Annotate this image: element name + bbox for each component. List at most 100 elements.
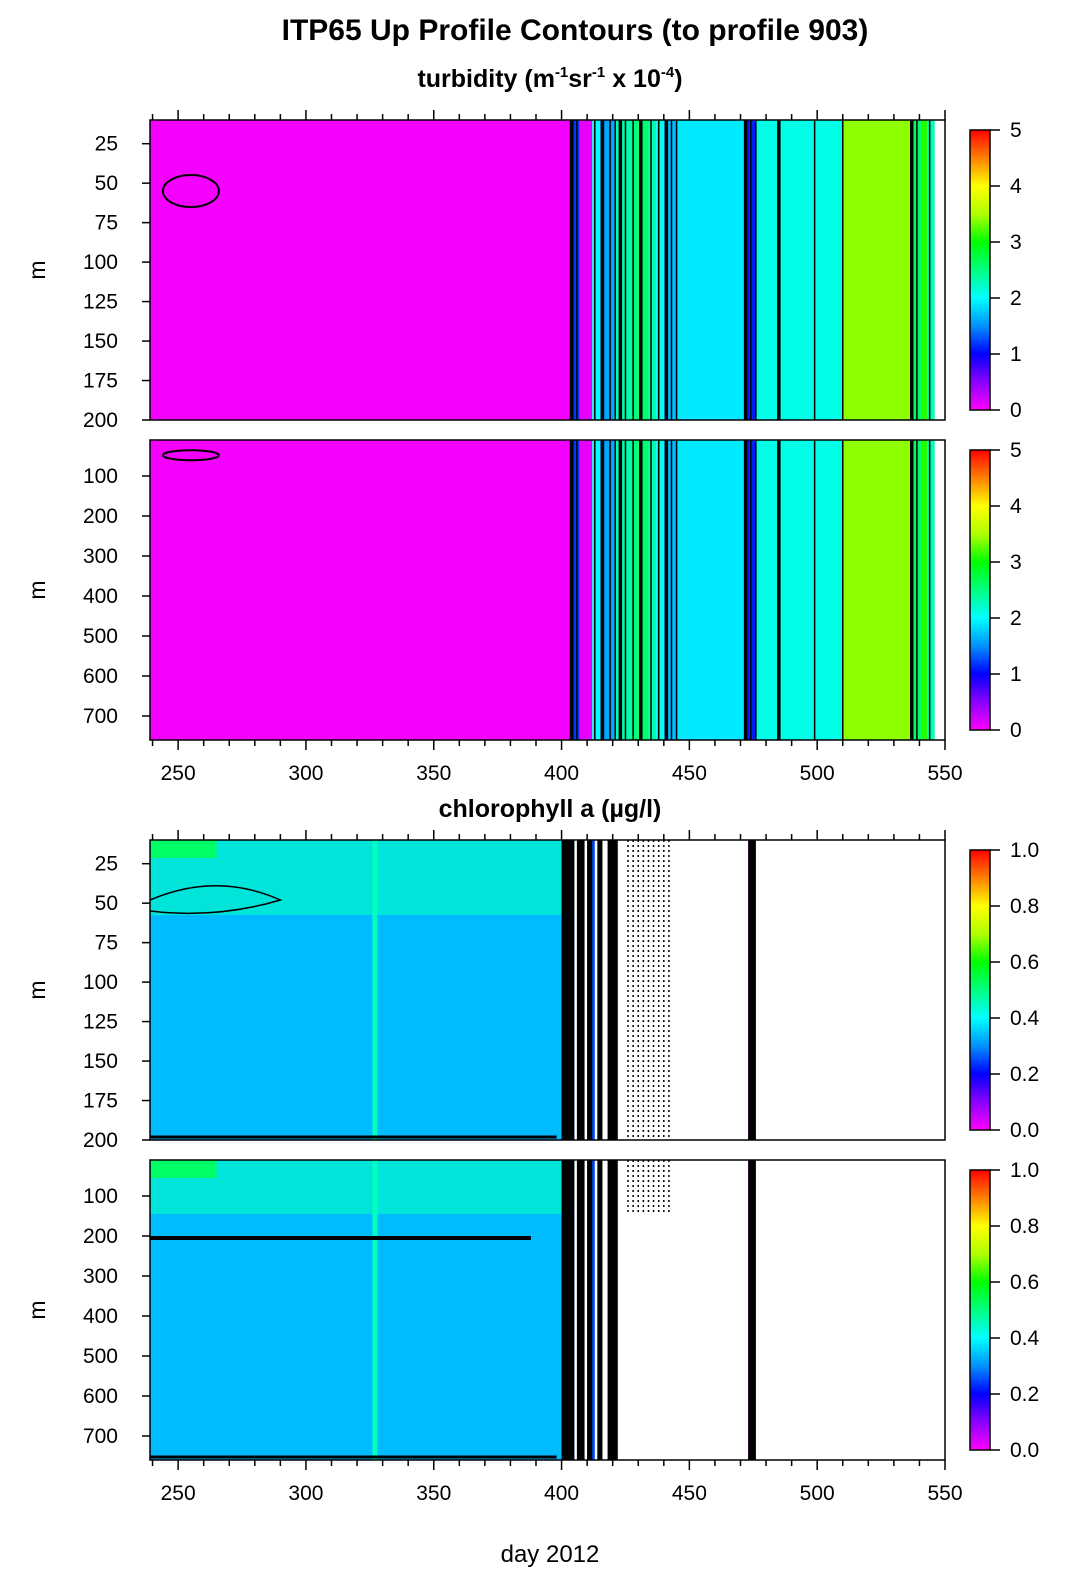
y-tick-label: 300 [83,1265,118,1288]
colorbar-tick-label: 1 [1010,663,1022,686]
y-tick-label: 500 [83,625,118,648]
x-tick-label: 350 [416,1482,451,1505]
field-band [842,440,912,740]
colorbar-tick-label: 1.0 [1010,839,1039,862]
y-tick-label: 400 [83,585,118,608]
colorbar: 0.0 0.2 0.4 0.6 0.8 1.0 [969,1159,1040,1462]
panel-frame [149,839,946,1141]
figure-title: ITP65 Up Profile Contours (to profile 90… [282,14,869,47]
colorbar-tick-label: 0.6 [1010,951,1039,974]
field-band [755,120,843,420]
field-band [638,440,649,740]
colorbar-tick-label: 0.8 [1010,1215,1039,1238]
panel-field [150,1160,945,1460]
contour-strip [607,1160,618,1460]
y-axis-label: m [24,260,50,279]
turbidity-title: turbidity (m-1sr-1 x 10-4) [417,64,682,93]
y-tick-label: 175 [83,370,118,393]
panel-field [150,840,945,1140]
field-surface-max [150,1160,217,1178]
x-tick-label: 250 [161,762,196,785]
x-tick-label: 550 [927,1482,962,1505]
contour-strip [597,840,603,1140]
colorbar-tick-label: 2 [1010,607,1022,630]
panel-field [150,440,945,740]
field-band [592,440,600,740]
panel-frame [149,439,946,741]
field-band [755,440,843,740]
field-band [615,440,631,740]
y-tick-label: 200 [83,1129,118,1152]
y-tick-label: 75 [95,212,118,235]
y-tick-label: 100 [83,971,118,994]
colorbar-tick-label: 0.8 [1010,895,1039,918]
y-tick-label: 400 [83,1305,118,1328]
panel-turbidity-2: 100 200 300 400 500 600 700 m 0 1 2 3 4 5 [24,439,1022,742]
field-band [648,440,657,740]
panel-chlorophyll-a-2: 100 200 300 400 500 600 700 m 0.0 0.2 0.4 0.6 0.8 1.0 [24,1159,1040,1462]
field-band [921,440,928,740]
contour-blob [161,449,220,462]
field-band [569,440,580,740]
contour-surface [150,885,283,915]
colorbar-tick-label: 0.4 [1010,1007,1040,1030]
y-tick-label: 300 [83,545,118,568]
x-tick-label: 300 [288,1482,323,1505]
x-tick-label: 450 [672,762,707,785]
contour-strip [576,840,585,1140]
field-surface [150,1160,562,1214]
panel-turbidity-1: 25 50 75 100 125 150 175 200 m 0 1 2 3 4 5 [24,119,1022,432]
y-tick-label: 200 [83,505,118,528]
field-band [927,440,935,740]
y-tick-label: 175 [83,1090,118,1113]
colorbar-tick-label: 0.0 [1010,1119,1039,1142]
colorbar-scale [969,449,991,731]
colorbar-scale [969,1169,991,1451]
colorbar-tick-label: 4 [1010,495,1022,518]
colorbar-tick-label: 0.4 [1010,1327,1040,1350]
colorbar-tick-label: 0.0 [1010,1439,1039,1462]
y-tick-label: 700 [83,1425,118,1448]
field-surface-max [150,840,217,858]
y-tick-label: 200 [83,409,118,432]
y-tick-label: 75 [95,932,118,955]
field-band [579,440,593,740]
contour-blob [161,174,220,209]
colorbar-tick-label: 3 [1010,551,1022,574]
colorbar-tick-label: 1 [1010,343,1022,366]
x-tick-label: 450 [672,1482,707,1505]
y-tick-label: 150 [83,1050,118,1073]
field-band [676,120,746,420]
panel-chlorophyll-a-1: 25 50 75 100 125 150 175 200 m 0.0 0.2 0.4 0.6 0.8 1.0 [24,839,1040,1152]
colorbar-tick-label: 0 [1010,399,1022,422]
y-tick-label: 125 [83,291,118,314]
field-band [569,120,580,420]
field-band [842,120,912,420]
field-band [630,120,639,420]
y-tick-label: 50 [95,172,118,195]
contour-strip [561,840,575,1140]
field-band [579,120,593,420]
field-band [592,120,600,420]
no-data-region [934,440,945,740]
y-tick-label: 500 [83,1345,118,1368]
colorbar: 0 1 2 3 4 5 [969,439,1022,742]
contour-strip [597,1160,603,1460]
colorbar-tick-label: 5 [1010,119,1022,142]
colorbar-scale [969,129,991,411]
field-band [638,120,649,420]
field-band [150,120,570,420]
colorbar-scale [969,849,991,1131]
colorbar-tick-label: 4 [1010,175,1022,198]
field-band [648,120,657,420]
field-band [927,120,935,420]
colorbar-tick-label: 5 [1010,439,1022,462]
y-tick-label: 200 [83,1225,118,1248]
x-tick-label: 250 [161,1482,196,1505]
panel-field [150,120,945,420]
x-tick-label: 400 [544,1482,579,1505]
field-streak [372,840,378,1140]
x-tick-label: 550 [927,762,962,785]
y-tick-label: 100 [83,1185,118,1208]
